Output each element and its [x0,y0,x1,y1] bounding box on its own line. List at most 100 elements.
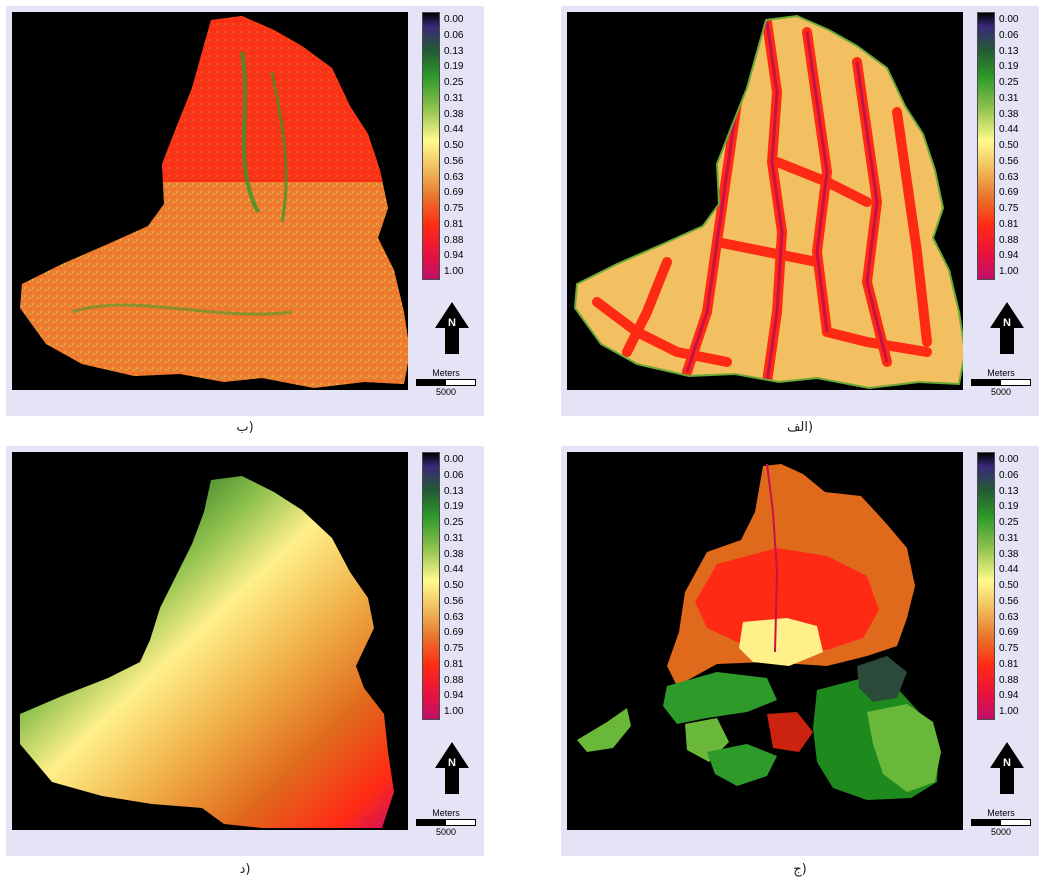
legend-tick: 1.00 [444,266,464,277]
north-label: N [1003,317,1011,329]
legend-tick: 0.38 [444,108,464,120]
scale-bar-graphic [416,379,476,386]
legend-tick: 0.25 [999,77,1019,88]
legend-tick: 0.44 [444,124,464,136]
legend-tick: 0.00 [999,454,1019,465]
map-panel-jim: 0.00 0.06 0.13 0.19 0.25 0.31 0.38 0.44 … [561,446,1039,856]
map-canvas [567,452,963,830]
scale-bar: Meters 5000 [414,808,478,848]
legend-tick: 1.00 [444,706,464,717]
scale-bar: Meters 5000 [969,368,1033,408]
caption-dal: د) [239,862,251,877]
legend-tick: 0.19 [444,61,464,73]
legend-tick: 0.88 [444,234,464,246]
legend-ticks: 0.00 0.06 0.13 0.19 0.25 0.31 0.38 0.44 … [444,12,480,280]
legend-tick: 0.50 [999,580,1019,591]
legend-tick: 0.06 [999,469,1019,481]
scale-bar-graphic [416,819,476,826]
legend-tick: 0.19 [999,501,1019,513]
legend-tick: 0.56 [999,155,1019,167]
legend-tick: 0.88 [999,234,1019,246]
legend-tick: 0.81 [999,218,1019,230]
legend-tick: 0.19 [444,501,464,513]
legend-tick: 0.25 [444,517,464,528]
legend-tick: 0.31 [444,92,464,104]
legend: 0.00 0.06 0.13 0.19 0.25 0.31 0.38 0.44 … [977,12,1035,280]
legend-tick: 0.50 [999,140,1019,151]
legend-tick: 0.38 [444,548,464,560]
legend-color-ramp [422,452,440,720]
legend-tick: 0.69 [999,187,1019,199]
legend-tick: 0.25 [444,77,464,88]
legend-tick: 0.31 [999,92,1019,104]
legend-tick: 1.00 [999,706,1019,717]
legend: 0.00 0.06 0.13 0.19 0.25 0.31 0.38 0.44 … [977,452,1035,720]
legend-tick: 0.81 [444,218,464,230]
legend-tick: 0.44 [999,124,1019,136]
legend-tick: 0.81 [444,658,464,670]
legend-color-ramp [977,452,995,720]
scale-distance: 5000 [435,387,457,397]
caption-alef: الف) [786,420,814,435]
legend-tick: 0.69 [444,187,464,199]
legend-tick: 0.06 [444,469,464,481]
scale-unit: Meters [432,368,460,378]
legend-tick: 0.00 [444,454,464,465]
north-label: N [448,317,456,329]
legend-tick: 0.63 [999,171,1019,183]
legend-tick: 0.63 [444,611,464,623]
scale-unit: Meters [987,808,1015,818]
legend-tick: 0.13 [444,485,464,497]
north-arrow-icon: N [435,302,469,354]
map-canvas [12,452,408,830]
legend-tick: 0.38 [999,108,1019,120]
legend-color-ramp [977,12,995,280]
legend-tick: 0.81 [999,658,1019,670]
legend-tick: 0.69 [444,627,464,639]
legend-tick: 0.13 [999,45,1019,57]
map-canvas [12,12,408,390]
legend-tick: 0.13 [999,485,1019,497]
legend-tick: 0.50 [444,580,464,591]
map-canvas [567,12,963,390]
legend-tick: 0.94 [999,250,1019,262]
legend-tick: 0.63 [999,611,1019,623]
legend-color-ramp [422,12,440,280]
scale-bar: Meters 5000 [414,368,478,408]
legend-ticks: 0.00 0.06 0.13 0.19 0.25 0.31 0.38 0.44 … [999,12,1035,280]
map-panel-alef: 0.00 0.06 0.13 0.19 0.25 0.31 0.38 0.44 … [561,6,1039,416]
legend-tick: 0.31 [444,532,464,544]
legend: 0.00 0.06 0.13 0.19 0.25 0.31 0.38 0.44 … [422,452,480,720]
north-arrow-icon: N [990,742,1024,794]
legend-tick: 0.94 [444,690,464,702]
legend-tick: 0.13 [444,45,464,57]
legend-tick: 0.44 [444,564,464,576]
legend-tick: 0.75 [444,203,464,214]
legend: 0.00 0.06 0.13 0.19 0.25 0.31 0.38 0.44 … [422,12,480,280]
north-label: N [1003,757,1011,769]
scale-bar-graphic [971,379,1031,386]
legend-tick: 0.63 [444,171,464,183]
legend-tick: 0.69 [999,627,1019,639]
legend-tick: 0.25 [999,517,1019,528]
scale-unit: Meters [987,368,1015,378]
north-arrow-icon: N [990,302,1024,354]
caption-jim: ج) [793,862,807,877]
legend-tick: 0.44 [999,564,1019,576]
scale-bar: Meters 5000 [969,808,1033,848]
scale-bar-graphic [971,819,1031,826]
legend-tick: 0.75 [999,643,1019,654]
scale-distance: 5000 [990,827,1012,837]
scale-distance: 5000 [435,827,457,837]
legend-tick: 0.38 [999,548,1019,560]
legend-tick: 0.00 [999,14,1019,25]
legend-tick: 0.56 [444,155,464,167]
legend-tick: 0.56 [444,595,464,607]
legend-tick: 0.31 [999,532,1019,544]
north-label: N [448,757,456,769]
legend-tick: 0.00 [444,14,464,25]
legend-tick: 0.75 [999,203,1019,214]
north-arrow-icon: N [435,742,469,794]
map-panel-dal: 0.00 0.06 0.13 0.19 0.25 0.31 0.38 0.44 … [6,446,484,856]
legend-tick: 0.94 [999,690,1019,702]
